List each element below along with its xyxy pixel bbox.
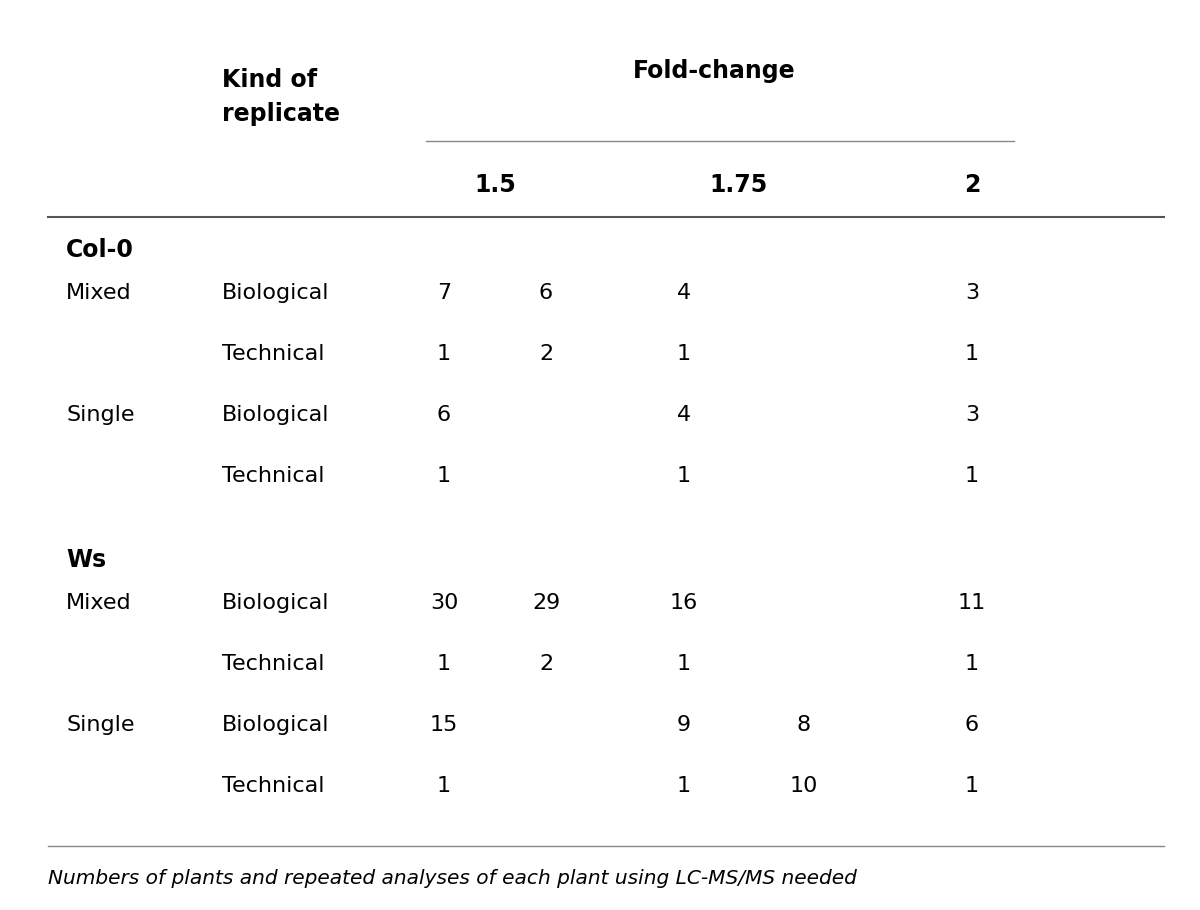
- Text: 1: 1: [677, 776, 691, 796]
- Text: 1.75: 1.75: [709, 173, 767, 197]
- Text: 15: 15: [430, 715, 458, 735]
- Text: 2: 2: [964, 173, 980, 197]
- Text: 4: 4: [677, 283, 691, 303]
- Text: Single: Single: [66, 405, 134, 425]
- Text: 1.5: 1.5: [474, 173, 516, 197]
- Text: Technical: Technical: [222, 654, 324, 674]
- Text: 1: 1: [965, 344, 979, 364]
- Text: 1: 1: [437, 344, 451, 364]
- Text: Biological: Biological: [222, 283, 330, 303]
- Text: 1: 1: [965, 654, 979, 674]
- Text: 2: 2: [539, 344, 553, 364]
- Text: Biological: Biological: [222, 715, 330, 735]
- Text: Technical: Technical: [222, 776, 324, 796]
- Text: Technical: Technical: [222, 344, 324, 364]
- Text: 1: 1: [965, 466, 979, 486]
- Text: Fold-change: Fold-change: [632, 59, 796, 83]
- Text: 1: 1: [677, 466, 691, 486]
- Text: 1: 1: [437, 776, 451, 796]
- Text: 4: 4: [677, 405, 691, 425]
- Text: 6: 6: [437, 405, 451, 425]
- Text: 1: 1: [677, 344, 691, 364]
- Text: 29: 29: [532, 593, 560, 613]
- Text: Mixed: Mixed: [66, 283, 132, 303]
- Text: Mixed: Mixed: [66, 593, 132, 613]
- Text: Biological: Biological: [222, 593, 330, 613]
- Text: 3: 3: [965, 283, 979, 303]
- Text: Single: Single: [66, 715, 134, 735]
- Text: 6: 6: [539, 283, 553, 303]
- Text: 7: 7: [437, 283, 451, 303]
- Text: Technical: Technical: [222, 466, 324, 486]
- Text: Numbers of plants and repeated analyses of each plant using LC-MS/MS needed: Numbers of plants and repeated analyses …: [48, 869, 857, 888]
- Text: 9: 9: [677, 715, 691, 735]
- Text: 1: 1: [677, 654, 691, 674]
- Text: 30: 30: [430, 593, 458, 613]
- Text: 10: 10: [790, 776, 818, 796]
- Text: 1: 1: [437, 466, 451, 486]
- Text: Kind of
replicate: Kind of replicate: [222, 68, 340, 126]
- Text: 16: 16: [670, 593, 698, 613]
- Text: 1: 1: [437, 654, 451, 674]
- Text: Col-0: Col-0: [66, 238, 134, 261]
- Text: 11: 11: [958, 593, 986, 613]
- Text: 8: 8: [797, 715, 811, 735]
- Text: Ws: Ws: [66, 548, 106, 571]
- Text: 3: 3: [965, 405, 979, 425]
- Text: Biological: Biological: [222, 405, 330, 425]
- Text: 1: 1: [965, 776, 979, 796]
- Text: 6: 6: [965, 715, 979, 735]
- Text: 2: 2: [539, 654, 553, 674]
